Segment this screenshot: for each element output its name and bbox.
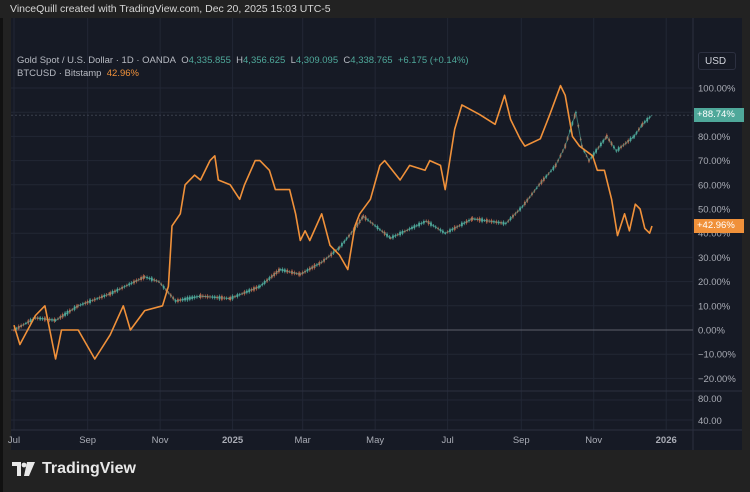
y-tick-label: 100.00% [698,84,736,95]
x-tick-label: Mar [294,435,310,446]
low-label: L [290,55,296,66]
y-tick-label: 10.00% [698,301,731,312]
y-tick-label: 40.00% [698,229,731,240]
x-tick-label: 2026 [656,435,677,446]
close-label: C [343,55,351,66]
high-label: H [236,55,244,66]
gold-last-value-badge: +88.74% [694,108,744,123]
btc-last-value-badge: +42.96% [694,219,744,234]
x-tick-label: May [366,435,384,446]
gold-symbol: Gold Spot / U.S. Dollar · 1D · OANDA [17,55,176,66]
x-tick-label: Jul [8,435,20,446]
currency-button[interactable]: USD [698,52,736,70]
logo-text: TradingView [42,460,136,477]
high-value: 4,356.625 [243,55,286,66]
y-tick-label: 0.00% [698,326,725,337]
change-value: +6.175 (+0.14%) [397,55,469,66]
y-tick-label: 30.00% [698,253,731,264]
lower-pane-tick-label: 80.00 [698,394,722,405]
open-label: O [181,55,189,66]
y-tick-label: −20.00% [698,374,736,385]
tradingview-logo[interactable]: TradingView [12,460,136,478]
attribution-text: VinceQuill created with TradingView.com,… [10,3,331,15]
x-tick-label: Jul [442,435,454,446]
legend: Gold Spot / U.S. Dollar · 1D · OANDA O4,… [17,54,469,80]
x-tick-label: 2025 [222,435,244,446]
y-tick-label: 50.00% [698,205,731,216]
x-tick-label: Nov [585,435,602,446]
low-value: 4,309.095 [295,55,339,66]
x-tick-label: Sep [513,435,530,446]
tradingview-logo-icon [12,462,35,476]
lower-pane-tick-label: 40.00 [698,416,722,427]
gold-candle [13,329,15,331]
btc-value: 42.96% [106,68,139,79]
legend-gold-row[interactable]: Gold Spot / U.S. Dollar · 1D · OANDA O4,… [17,54,469,67]
left-border [0,18,3,492]
y-tick-label: 20.00% [698,277,731,288]
attribution-bar: VinceQuill created with TradingView.com,… [0,0,750,18]
y-tick-label: 80.00% [698,132,731,143]
open-value: 4,335.855 [188,55,231,66]
x-tick-label: Nov [152,435,169,446]
btc-symbol: BTCUSD · Bitstamp [17,68,102,79]
y-tick-label: −10.00% [698,350,736,361]
close-value: 4,338.765 [350,55,393,66]
y-tick-label: 60.00% [698,180,731,191]
x-tick-label: Sep [79,435,96,446]
legend-btc-row[interactable]: BTCUSD · Bitstamp 42.96% [17,67,469,80]
gold-series-line [13,112,653,331]
y-tick-label: 70.00% [698,156,731,167]
btc-series-line [13,84,653,360]
